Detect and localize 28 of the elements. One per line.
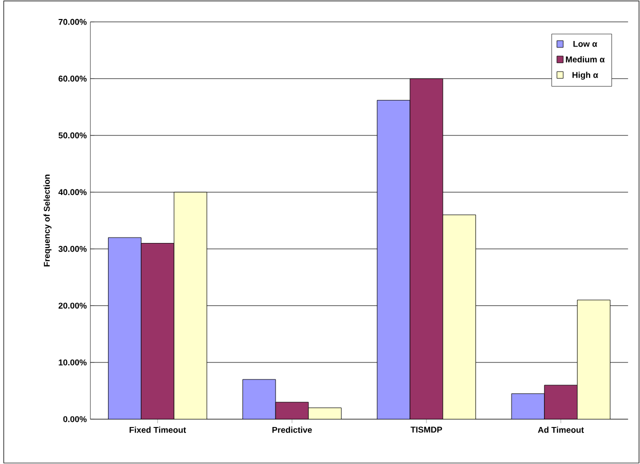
- bar: [308, 408, 342, 420]
- bar: [410, 78, 444, 420]
- bar: [376, 100, 410, 420]
- y-axis-title: Frequency of Selection: [44, 174, 52, 266]
- legend-label: Low α: [573, 40, 598, 47]
- x-tick-label: Fixed Timeout: [130, 426, 186, 433]
- y-tick-label: 20.00%: [58, 302, 87, 309]
- y-tick-label: 40.00%: [58, 189, 87, 196]
- bar: [140, 242, 174, 420]
- legend-label: High α: [572, 72, 598, 80]
- y-tick-label: 30.00%: [58, 246, 87, 252]
- y-tick-label: 60.00%: [58, 76, 87, 82]
- bar: [242, 379, 276, 420]
- legend-label: Medium α: [566, 56, 605, 62]
- y-tick-label: 50.00%: [58, 132, 87, 138]
- y-tick-label: 10.00%: [58, 359, 87, 366]
- bar: [442, 214, 476, 420]
- x-tick-label: Ad Timeout: [538, 426, 584, 433]
- x-tick-label: Predictive: [272, 426, 312, 433]
- x-tick-label: TISMDP: [410, 426, 442, 433]
- bar: [108, 237, 142, 420]
- bar: [577, 300, 610, 420]
- y-tick-label: 70.00%: [58, 18, 87, 25]
- bar: [275, 402, 309, 420]
- bar: [544, 384, 578, 420]
- y-tick-label: 0.00%: [63, 416, 87, 422]
- bar: [174, 192, 208, 420]
- bar: [511, 393, 545, 420]
